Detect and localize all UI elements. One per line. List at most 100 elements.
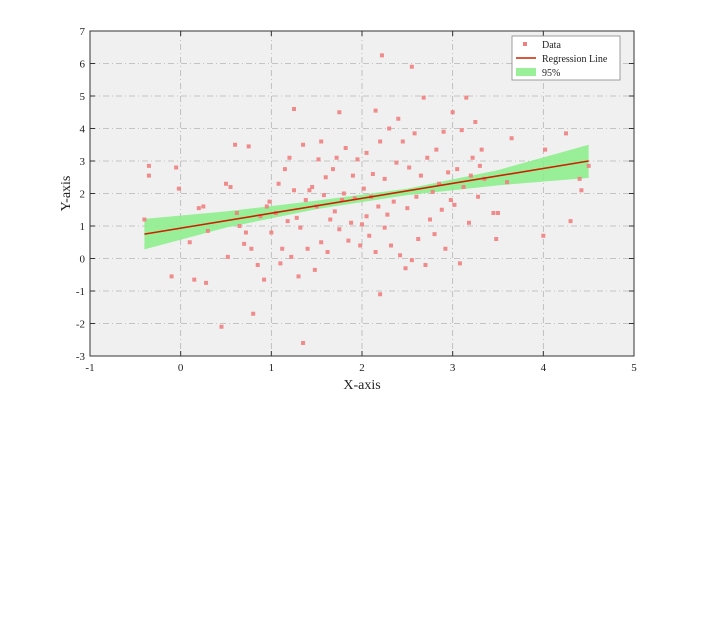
- data-point: [437, 181, 442, 186]
- data-point: [246, 144, 251, 149]
- data-point: [251, 311, 256, 316]
- data-point: [323, 175, 328, 180]
- x-tick-label: 4: [541, 362, 547, 374]
- data-point: [334, 155, 339, 160]
- data-point: [466, 220, 471, 225]
- data-point: [355, 157, 360, 162]
- data-point: [491, 211, 496, 215]
- data-point: [310, 185, 315, 189]
- data-point: [224, 181, 228, 186]
- data-point: [425, 155, 430, 160]
- data-point: [292, 188, 296, 193]
- data-point: [332, 209, 337, 214]
- data-point: [459, 128, 464, 133]
- data-point: [370, 172, 375, 176]
- data-point: [294, 215, 299, 220]
- data-point: [192, 277, 197, 282]
- data-point: [367, 233, 372, 238]
- data-point: [169, 274, 174, 279]
- data-point: [298, 225, 303, 230]
- data-point: [450, 110, 455, 115]
- data-point: [358, 243, 363, 248]
- legend-label: 95%: [542, 68, 560, 79]
- regression-line: [144, 160, 589, 235]
- data-point: [340, 198, 345, 202]
- data-point: [385, 212, 390, 217]
- data-point: [276, 181, 281, 186]
- x-tick-label: 0: [178, 362, 184, 374]
- data-point: [301, 341, 306, 345]
- data-point: [321, 193, 326, 198]
- data-point: [243, 230, 248, 235]
- data-point: [312, 267, 317, 272]
- data-point: [255, 263, 260, 267]
- grid: [90, 31, 634, 356]
- data-point: [464, 95, 469, 100]
- data-point: [409, 64, 414, 69]
- data-point: [476, 194, 481, 199]
- data-point: [416, 237, 421, 241]
- data-point: [337, 227, 342, 232]
- data-point: [228, 185, 233, 189]
- y-axis-label: Y-axis: [59, 176, 74, 212]
- data-point: [343, 146, 348, 150]
- data-point: [387, 126, 392, 131]
- data-point: [418, 173, 423, 178]
- x-axis-label: X-axis: [343, 378, 380, 393]
- data-point: [389, 243, 394, 248]
- data-point: [337, 110, 342, 115]
- data-point: [176, 186, 181, 191]
- y-tick-label: 7: [80, 26, 86, 38]
- data-point: [441, 129, 446, 134]
- data-point: [586, 163, 591, 168]
- data-point: [443, 246, 448, 251]
- data-points: [142, 53, 591, 345]
- data-point: [350, 173, 355, 178]
- data-point: [146, 163, 151, 168]
- data-point: [285, 219, 290, 224]
- data-point: [258, 214, 263, 219]
- x-tick-label: 2: [359, 362, 365, 374]
- data-point: [204, 280, 209, 285]
- data-point: [364, 150, 369, 155]
- data-point: [352, 196, 357, 201]
- y-tick-label: 0: [80, 254, 86, 266]
- data-point: [414, 194, 419, 199]
- data-point: [146, 173, 151, 178]
- data-point: [509, 136, 514, 141]
- legend-label: Data: [542, 40, 561, 51]
- data-point: [361, 186, 366, 191]
- data-point: [379, 53, 384, 58]
- data-point: [364, 214, 369, 219]
- data-point: [328, 217, 333, 222]
- data-point: [470, 155, 475, 160]
- data-point: [382, 225, 387, 230]
- data-point: [455, 167, 460, 172]
- data-point: [405, 206, 410, 211]
- data-point: [409, 258, 414, 263]
- data-point: [461, 185, 466, 189]
- data-point: [394, 160, 399, 165]
- data-point: [242, 241, 247, 246]
- data-point: [382, 176, 387, 181]
- data-point: [278, 261, 283, 266]
- data-point: [262, 277, 267, 282]
- data-point: [225, 254, 230, 259]
- data-point: [373, 108, 378, 113]
- data-point: [378, 292, 383, 297]
- data-point: [403, 266, 408, 271]
- data-point: [477, 163, 482, 168]
- data-point: [407, 165, 412, 170]
- data-point: [421, 95, 426, 100]
- data-point: [303, 198, 308, 202]
- data-point: [219, 324, 224, 329]
- data-point: [452, 202, 457, 207]
- legend-label: Regression Line: [542, 54, 608, 65]
- data-point: [307, 188, 312, 193]
- data-point: [249, 246, 254, 251]
- data-point: [316, 157, 321, 162]
- data-point: [457, 261, 462, 266]
- x-tick-label: 3: [450, 362, 456, 374]
- data-point: [376, 204, 381, 209]
- data-point: [473, 120, 478, 124]
